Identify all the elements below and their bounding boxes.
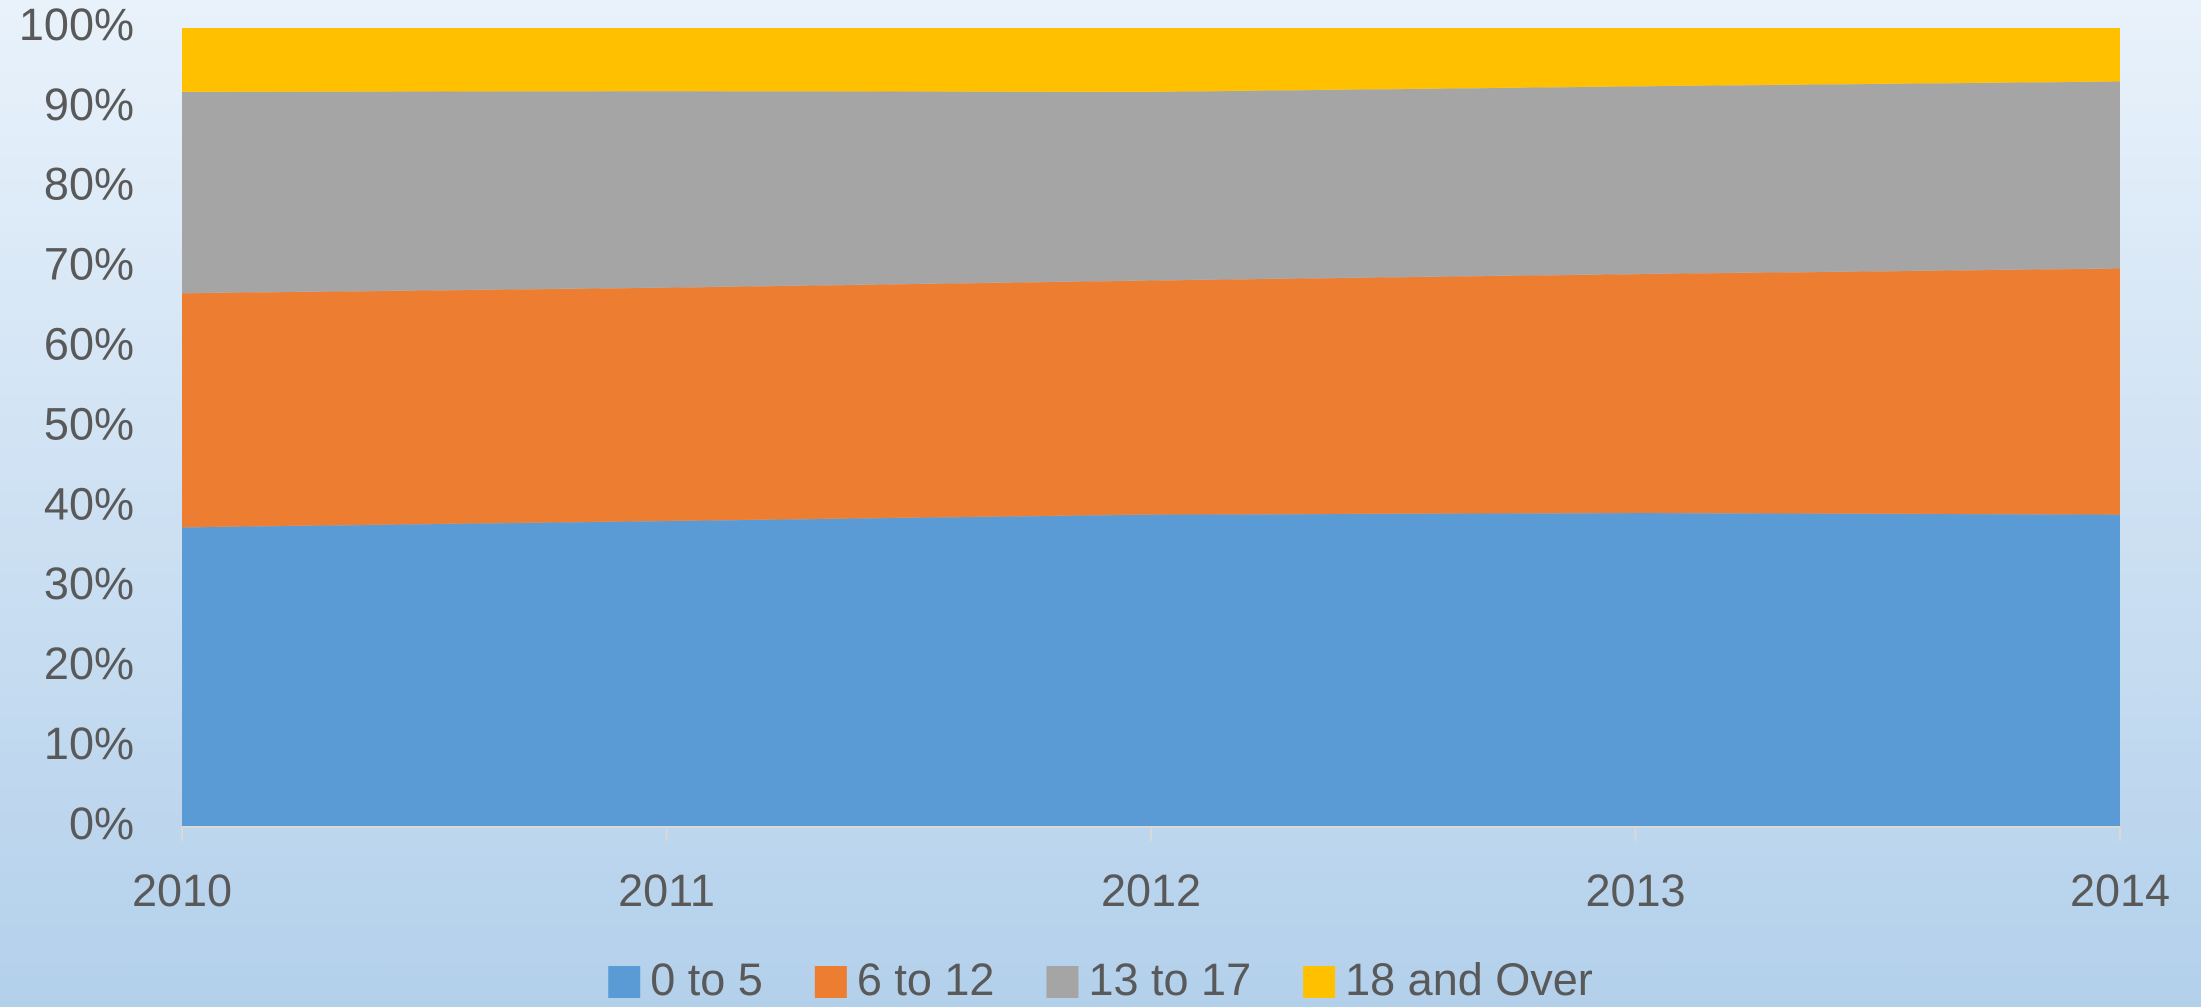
x-tick-label: 2012 (1101, 865, 1201, 916)
y-tick-label: 0% (69, 798, 134, 849)
y-tick-label: 100% (19, 0, 134, 50)
y-tick-label: 80% (44, 159, 134, 210)
legend-label: 0 to 5 (650, 954, 763, 1005)
area (182, 268, 2120, 528)
y-tick-label: 10% (44, 718, 134, 769)
legend-label: 13 to 17 (1088, 954, 1251, 1005)
y-tick-label: 20% (44, 638, 134, 689)
y-tick-label: 70% (44, 239, 134, 290)
x-tick-label: 2010 (132, 865, 232, 916)
y-tick-label: 90% (44, 79, 134, 130)
legend-swatch (1046, 966, 1079, 998)
legend-swatch (814, 966, 847, 998)
legend-swatch (1303, 966, 1336, 998)
y-tick-label: 40% (44, 478, 134, 529)
y-tick-label: 30% (44, 558, 134, 609)
y-tick-label: 60% (44, 318, 134, 369)
x-tick-label: 2014 (2070, 865, 2170, 916)
legend-label: 6 to 12 (857, 954, 995, 1005)
area (182, 512, 2120, 827)
x-tick-label: 2011 (618, 865, 715, 916)
legend-swatch (608, 966, 641, 998)
area (182, 81, 2120, 294)
area (182, 28, 2120, 92)
y-tick-label: 50% (44, 398, 134, 449)
x-tick-label: 2013 (1585, 865, 1685, 916)
legend-label: 18 and Over (1345, 954, 1593, 1005)
